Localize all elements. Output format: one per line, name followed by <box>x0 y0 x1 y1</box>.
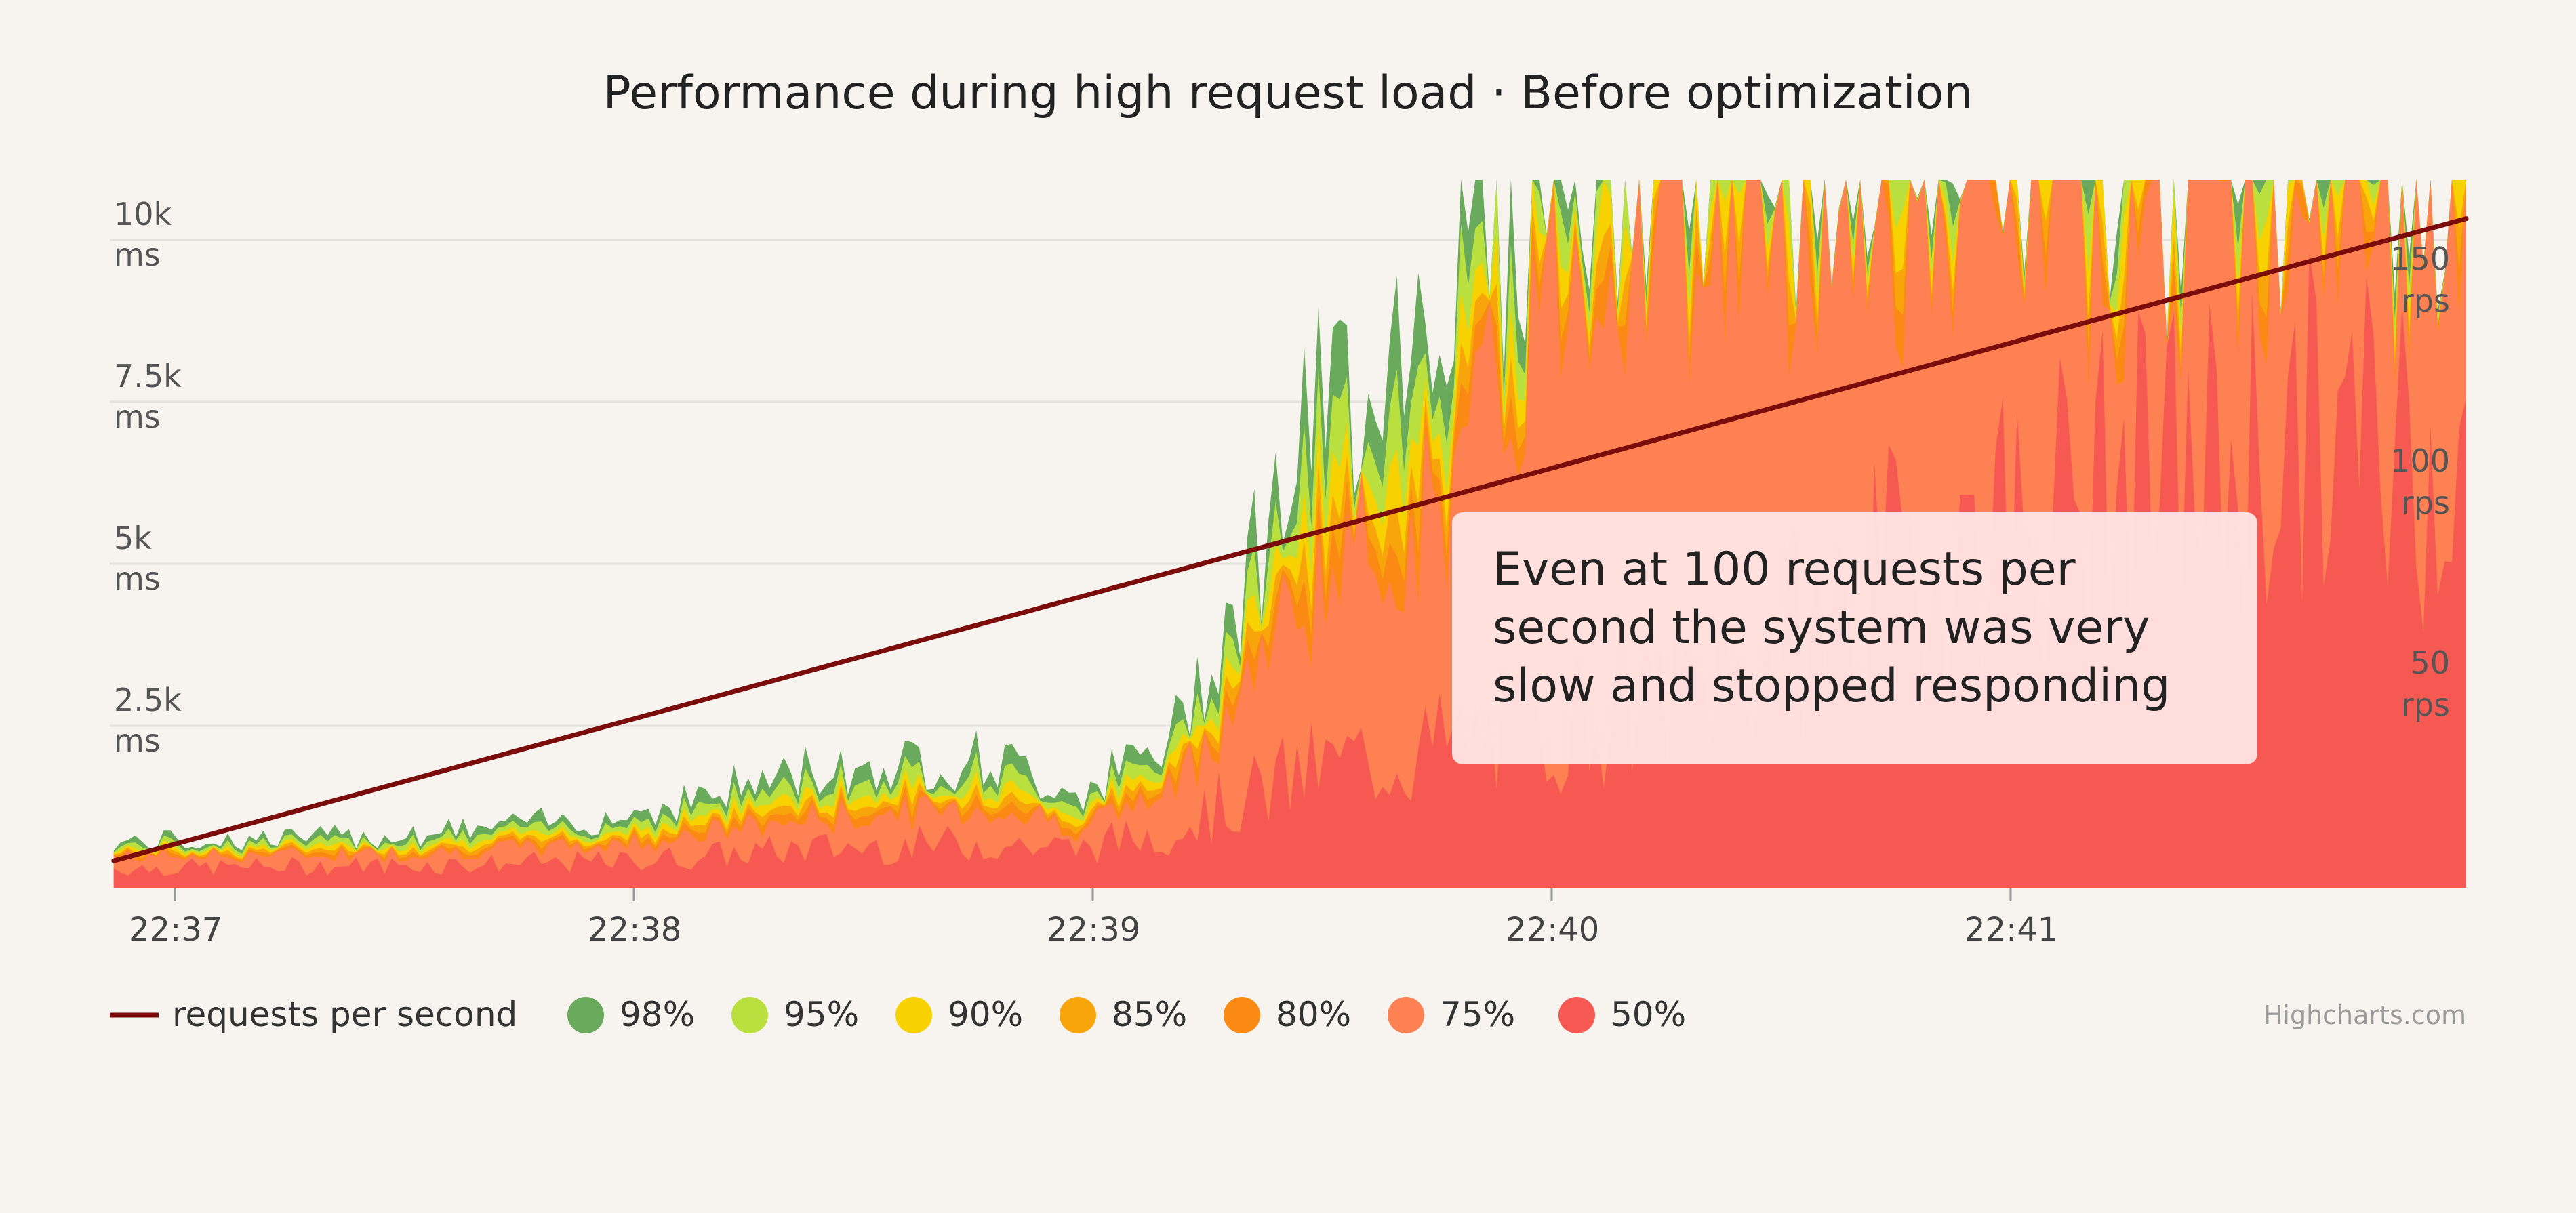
y-tick-label-left: 5k <box>114 520 152 556</box>
y-tick-label-right: 100 <box>2390 443 2450 479</box>
x-tick-label: 22:38 <box>588 911 681 949</box>
y-tick-unit-right: rps <box>2401 485 2450 521</box>
legend-label-50: 50% <box>1611 995 1686 1034</box>
y-tick-label-right: 50 <box>2410 644 2450 681</box>
credit-link[interactable]: Highcharts.com <box>2263 1000 2466 1030</box>
legend-swatch-90 <box>895 997 932 1033</box>
y-axis-right: 50 rps 100 rps 150 rps <box>2390 241 2450 723</box>
y-tick-label-left: 10k <box>114 196 172 232</box>
x-tick-label: 22:41 <box>1965 911 2058 949</box>
legend-swatch-85 <box>1060 997 1096 1033</box>
rps-line <box>111 216 2469 863</box>
legend-label-95: 95% <box>784 995 859 1034</box>
legend-swatch-80 <box>1224 997 1260 1033</box>
legend-swatch-50 <box>1558 997 1595 1033</box>
legend-swatch-95 <box>731 997 768 1033</box>
legend-label-80: 80% <box>1276 995 1351 1034</box>
annotation-callout: Even at 100 requests per second the syst… <box>1452 512 2257 764</box>
y-tick-unit-right: rps <box>2401 283 2450 319</box>
x-tick-label: 22:37 <box>129 911 222 949</box>
y-tick-unit-left: ms <box>114 722 161 759</box>
y-axis-left: 2.5k ms 5k ms 7.5k ms 10k ms <box>114 196 182 759</box>
legend-label-85: 85% <box>1112 995 1187 1034</box>
y-tick-label-left: 2.5k <box>114 682 182 718</box>
chart-title: Performance during high request load · B… <box>603 66 1973 120</box>
x-tick-label: 22:39 <box>1047 911 1140 949</box>
y-tick-label-left: 7.5k <box>114 358 182 394</box>
legend: requests per second 98% 95% 90% 85% 80% 75% 50% <box>110 995 1686 1034</box>
x-tick-label: 22:40 <box>1506 911 1599 949</box>
legend-label-90: 90% <box>948 995 1023 1034</box>
y-tick-unit-left: ms <box>114 237 161 273</box>
rps-line-group <box>111 216 2469 863</box>
legend-label-75: 75% <box>1440 995 1515 1034</box>
legend-label-rps: requests per second <box>172 995 517 1034</box>
x-axis: 22:37 22:38 22:39 22:40 22:41 <box>129 888 2058 949</box>
legend-swatch-98 <box>567 997 604 1033</box>
y-tick-unit-left: ms <box>114 560 161 597</box>
y-tick-label-right: 150 <box>2390 241 2450 277</box>
legend-label-98: 98% <box>620 995 695 1034</box>
y-tick-unit-right: rps <box>2401 686 2450 723</box>
legend-swatch-75 <box>1388 997 1424 1033</box>
y-tick-unit-left: ms <box>114 398 161 435</box>
